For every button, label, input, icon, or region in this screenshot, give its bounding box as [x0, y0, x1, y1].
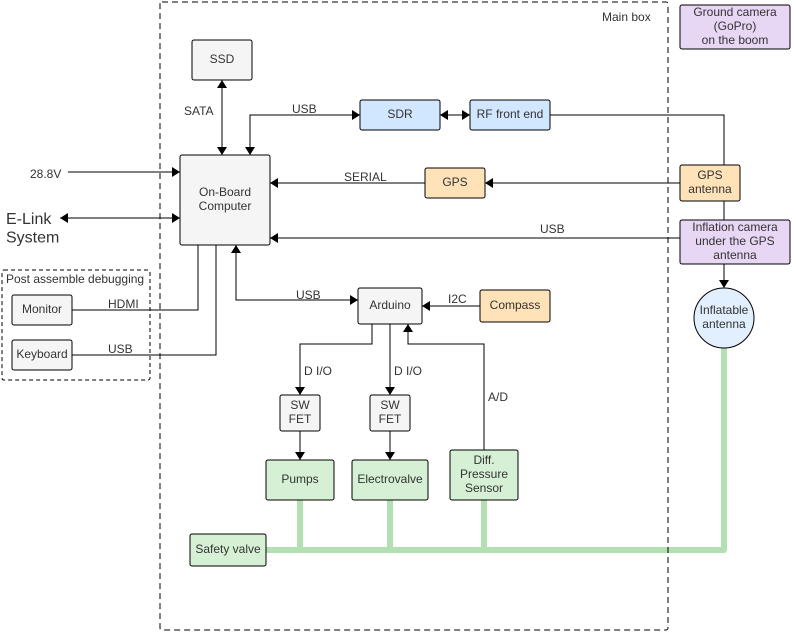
e-obc-sdr — [250, 115, 360, 155]
node-ssd-label: SSD — [210, 52, 235, 66]
node-evalve-label: Electrovalve — [357, 472, 423, 486]
e-dps-arduino — [408, 324, 484, 450]
pipe-main — [300, 348, 724, 550]
e-gps-obc-label: SERIAL — [344, 170, 387, 184]
node-sdr-label: SDR — [387, 107, 413, 121]
e-ssd-obc-label: SATA — [184, 104, 214, 118]
e-arduino-obc-label: USB — [296, 288, 321, 302]
node-swfet2-label: SWFET — [379, 398, 402, 426]
e-dps-arduino-label: A/D — [488, 390, 508, 404]
e-compass-arduino-label: I2C — [448, 292, 467, 306]
node-gps-label: GPS — [442, 175, 467, 189]
node-monitor-label: Monitor — [22, 302, 62, 316]
node-pumps-label: Pumps — [281, 472, 318, 486]
e-keyboard-obc — [72, 245, 216, 355]
node-compass-label: Compass — [490, 298, 541, 312]
node-swfet1-label: SWFET — [289, 398, 312, 426]
debug-box-label: Post assemble debugging — [6, 272, 144, 286]
e-arduino-sw1-label: D I/O — [304, 364, 332, 378]
e-arduino-sw2-label: D I/O — [394, 364, 422, 378]
main-box-label: Main box — [602, 10, 651, 24]
e-icam-obc-label: USB — [540, 222, 565, 236]
voltage-label: 28.8V — [30, 167, 61, 181]
node-svalve-label: Safety valve — [195, 542, 261, 556]
node-obc-label: On-BoardComputer — [199, 185, 252, 213]
node-inflatable-label: Inflatableantenna — [700, 303, 749, 331]
e-obc-sdr-label: USB — [292, 102, 317, 116]
node-rffront-label: RF front end — [477, 107, 544, 121]
node-keyboard-label: Keyboard — [16, 347, 67, 361]
node-arduino-label: Arduino — [369, 298, 411, 312]
e-arduino-sw1 — [300, 324, 372, 395]
e-monitor-obc-label: HDMI — [108, 297, 139, 311]
e-keyboard-obc-label: USB — [108, 342, 133, 356]
elink-label: E-LinkSystem — [6, 211, 59, 246]
